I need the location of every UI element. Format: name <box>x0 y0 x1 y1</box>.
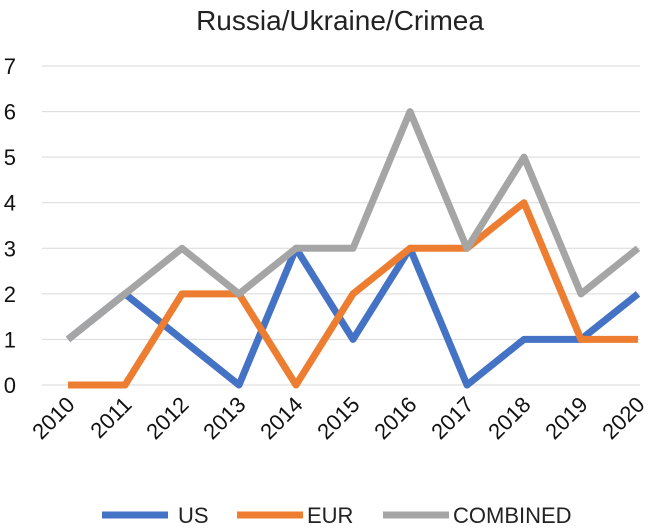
x-tick-label: 2013 <box>198 392 250 444</box>
x-tick-label: 2020 <box>597 392 649 444</box>
x-tick-label: 2016 <box>369 392 421 444</box>
y-tick-label: 7 <box>4 54 16 79</box>
x-tick-label: 2019 <box>540 392 592 444</box>
x-tick-label: 2014 <box>255 392 307 444</box>
series-line-combined <box>65 108 641 343</box>
y-axis-ticks: 0 1 2 3 4 5 6 7 <box>4 54 16 398</box>
series-lines <box>65 108 641 389</box>
legend: US EUR COMBINED <box>102 503 572 528</box>
y-tick-label: 5 <box>4 145 16 170</box>
chart-title: Russia/Ukraine/Crimea <box>196 5 484 36</box>
x-tick-label: 2017 <box>426 392 478 444</box>
y-tick-label: 6 <box>4 100 16 125</box>
y-tick-label: 1 <box>4 327 16 352</box>
y-tick-label: 2 <box>4 282 16 307</box>
y-tick-label: 3 <box>4 236 16 261</box>
legend-label-eur: EUR <box>307 503 353 528</box>
legend-label-combined: COMBINED <box>453 503 572 528</box>
x-axis-ticks: 2010 2011 2012 2013 2014 2015 2016 2017 2018 2019… <box>27 392 649 444</box>
gridlines <box>42 65 640 386</box>
x-tick-label: 2015 <box>312 392 364 444</box>
x-tick-label: 2012 <box>141 392 193 444</box>
x-tick-label: 2018 <box>483 392 535 444</box>
series-line-eur <box>68 199 638 389</box>
x-tick-label: 2011 <box>85 392 136 443</box>
x-tick-label: 2010 <box>27 392 79 444</box>
y-tick-label: 0 <box>4 373 16 398</box>
y-tick-label: 4 <box>4 191 16 216</box>
legend-label-us: US <box>178 503 209 528</box>
